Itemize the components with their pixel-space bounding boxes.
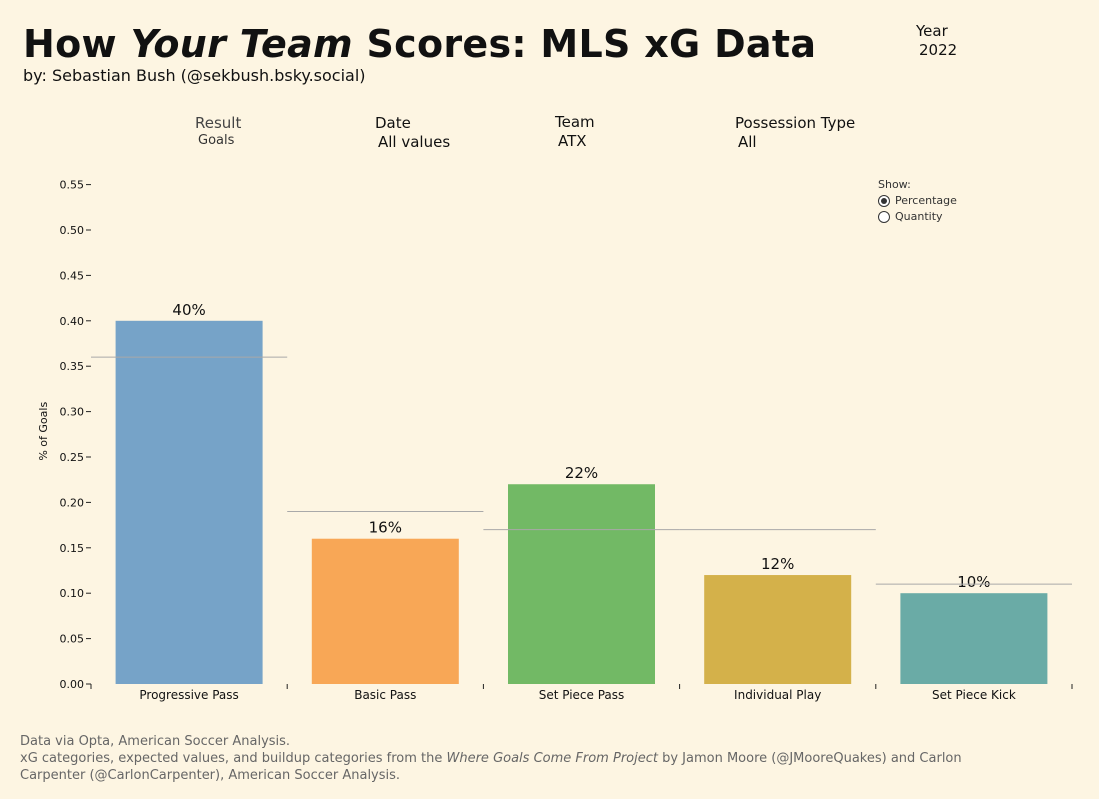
show-option-quantity-label: Quantity xyxy=(895,210,943,223)
y-tick-label: 0.30 xyxy=(60,406,85,419)
y-tick-label: 0.55 xyxy=(60,179,85,192)
bar-0 xyxy=(115,320,263,684)
data-label: 40% xyxy=(172,301,205,319)
x-tick-label: Individual Play xyxy=(734,688,821,702)
y-axis-label: % of Goals xyxy=(37,402,50,461)
filter-possession-type[interactable]: Possession Type All xyxy=(735,114,855,151)
footer-line2-post: by Jamon Moore (@JMooreQuakes) and Carlo… xyxy=(20,751,962,783)
filter-date[interactable]: Date All values xyxy=(375,114,450,151)
footer-line1: Data via Opta, American Soccer Analysis. xyxy=(20,734,291,749)
filter-possession-label: Possession Type xyxy=(735,114,856,132)
y-tick-label: 0.40 xyxy=(60,315,85,328)
data-label: 12% xyxy=(761,555,794,573)
y-tick-label: 0.50 xyxy=(60,224,85,237)
filter-year[interactable]: Year 2022 xyxy=(916,22,957,59)
footer-line2-pre: xG categories, expected values, and buil… xyxy=(20,751,447,766)
x-tick-label: Set Piece Pass xyxy=(539,688,625,702)
y-tick-label: 0.45 xyxy=(60,269,85,282)
filter-team-value[interactable]: ATX xyxy=(558,132,587,150)
bar-4 xyxy=(900,593,1048,684)
filter-year-value[interactable]: 2022 xyxy=(919,41,958,59)
x-tick-label: Progressive Pass xyxy=(139,688,238,702)
filter-result-label: Result xyxy=(195,114,242,132)
radio-quantity[interactable] xyxy=(878,210,890,223)
footer-line2: xG categories, expected values, and buil… xyxy=(20,750,1020,784)
show-label: Show: xyxy=(878,178,911,191)
data-label: 16% xyxy=(369,519,402,537)
filter-possession-value[interactable]: All xyxy=(738,133,757,151)
x-tick-label: Basic Pass xyxy=(354,688,416,702)
y-tick-label: 0.00 xyxy=(60,678,85,691)
y-tick-label: 0.05 xyxy=(60,633,85,646)
footer-line2-italic: Where Goals Come From Project xyxy=(446,751,658,766)
filter-result-value[interactable]: Goals xyxy=(198,133,235,148)
filter-date-label: Date xyxy=(375,114,411,132)
y-tick-label: 0.20 xyxy=(60,496,85,509)
filter-result[interactable]: Result Goals xyxy=(195,114,241,148)
y-tick-label: 0.25 xyxy=(60,451,85,464)
footer-notes: Data via Opta, American Soccer Analysis.… xyxy=(20,733,1020,784)
y-tick-label: 0.10 xyxy=(60,587,85,600)
bar-chart: 0.00 0.05 0.10 0.15 0.20 0.25 0.30 0.35 0.40 0.45… xyxy=(37,179,1073,702)
filter-team-label: Team xyxy=(555,113,595,131)
bar-1 xyxy=(311,538,459,684)
show-option-percentage[interactable]: Percentage xyxy=(878,194,957,207)
data-label: 10% xyxy=(957,573,990,591)
radio-percentage[interactable] xyxy=(878,194,890,207)
bar-2 xyxy=(508,484,655,684)
show-toggle: Show: Percentage Quantity xyxy=(878,178,957,223)
show-option-percentage-label: Percentage xyxy=(895,194,957,207)
show-option-quantity[interactable]: Quantity xyxy=(878,210,957,223)
y-tick-label: 0.35 xyxy=(60,360,85,373)
title-italic: Your Team xyxy=(130,22,353,66)
title-part2: Scores: MLS xG Data xyxy=(352,22,817,66)
bar-3 xyxy=(704,575,852,684)
chart-title: How Your Team Scores: MLS xG Data xyxy=(23,22,816,66)
filter-year-label: Year xyxy=(916,22,948,40)
filter-date-value[interactable]: All values xyxy=(378,133,451,151)
title-part1: How xyxy=(23,22,131,66)
x-tick-label: Set Piece Kick xyxy=(932,688,1016,702)
chart-subtitle: by: Sebastian Bush (@sekbush.bsky.social… xyxy=(23,66,366,85)
y-tick-label: 0.15 xyxy=(60,542,85,555)
data-label: 22% xyxy=(565,464,598,482)
filter-team[interactable]: Team ATX xyxy=(555,113,595,150)
